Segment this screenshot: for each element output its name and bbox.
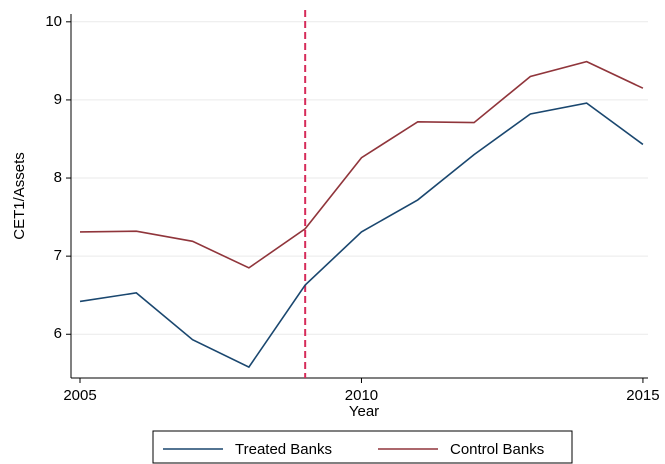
x-tick-label: 2010	[345, 387, 378, 404]
x-tick-label: 2015	[626, 387, 659, 404]
y-axis-label: CET1/Assets	[11, 152, 28, 240]
legend-label: Control Banks	[450, 441, 544, 458]
series-line	[79, 102, 644, 369]
y-tick-label: 6	[54, 325, 62, 342]
legend-box	[152, 430, 573, 464]
y-tick-label: 7	[54, 247, 62, 264]
legend-label: Treated Banks	[235, 441, 332, 458]
y-tick-label: 8	[54, 169, 62, 186]
series-line	[79, 60, 644, 269]
y-tick-label: 10	[45, 13, 62, 30]
x-axis-label: Year	[349, 403, 379, 420]
y-tick-label: 9	[54, 91, 62, 108]
x-tick-label: 2005	[63, 387, 96, 404]
